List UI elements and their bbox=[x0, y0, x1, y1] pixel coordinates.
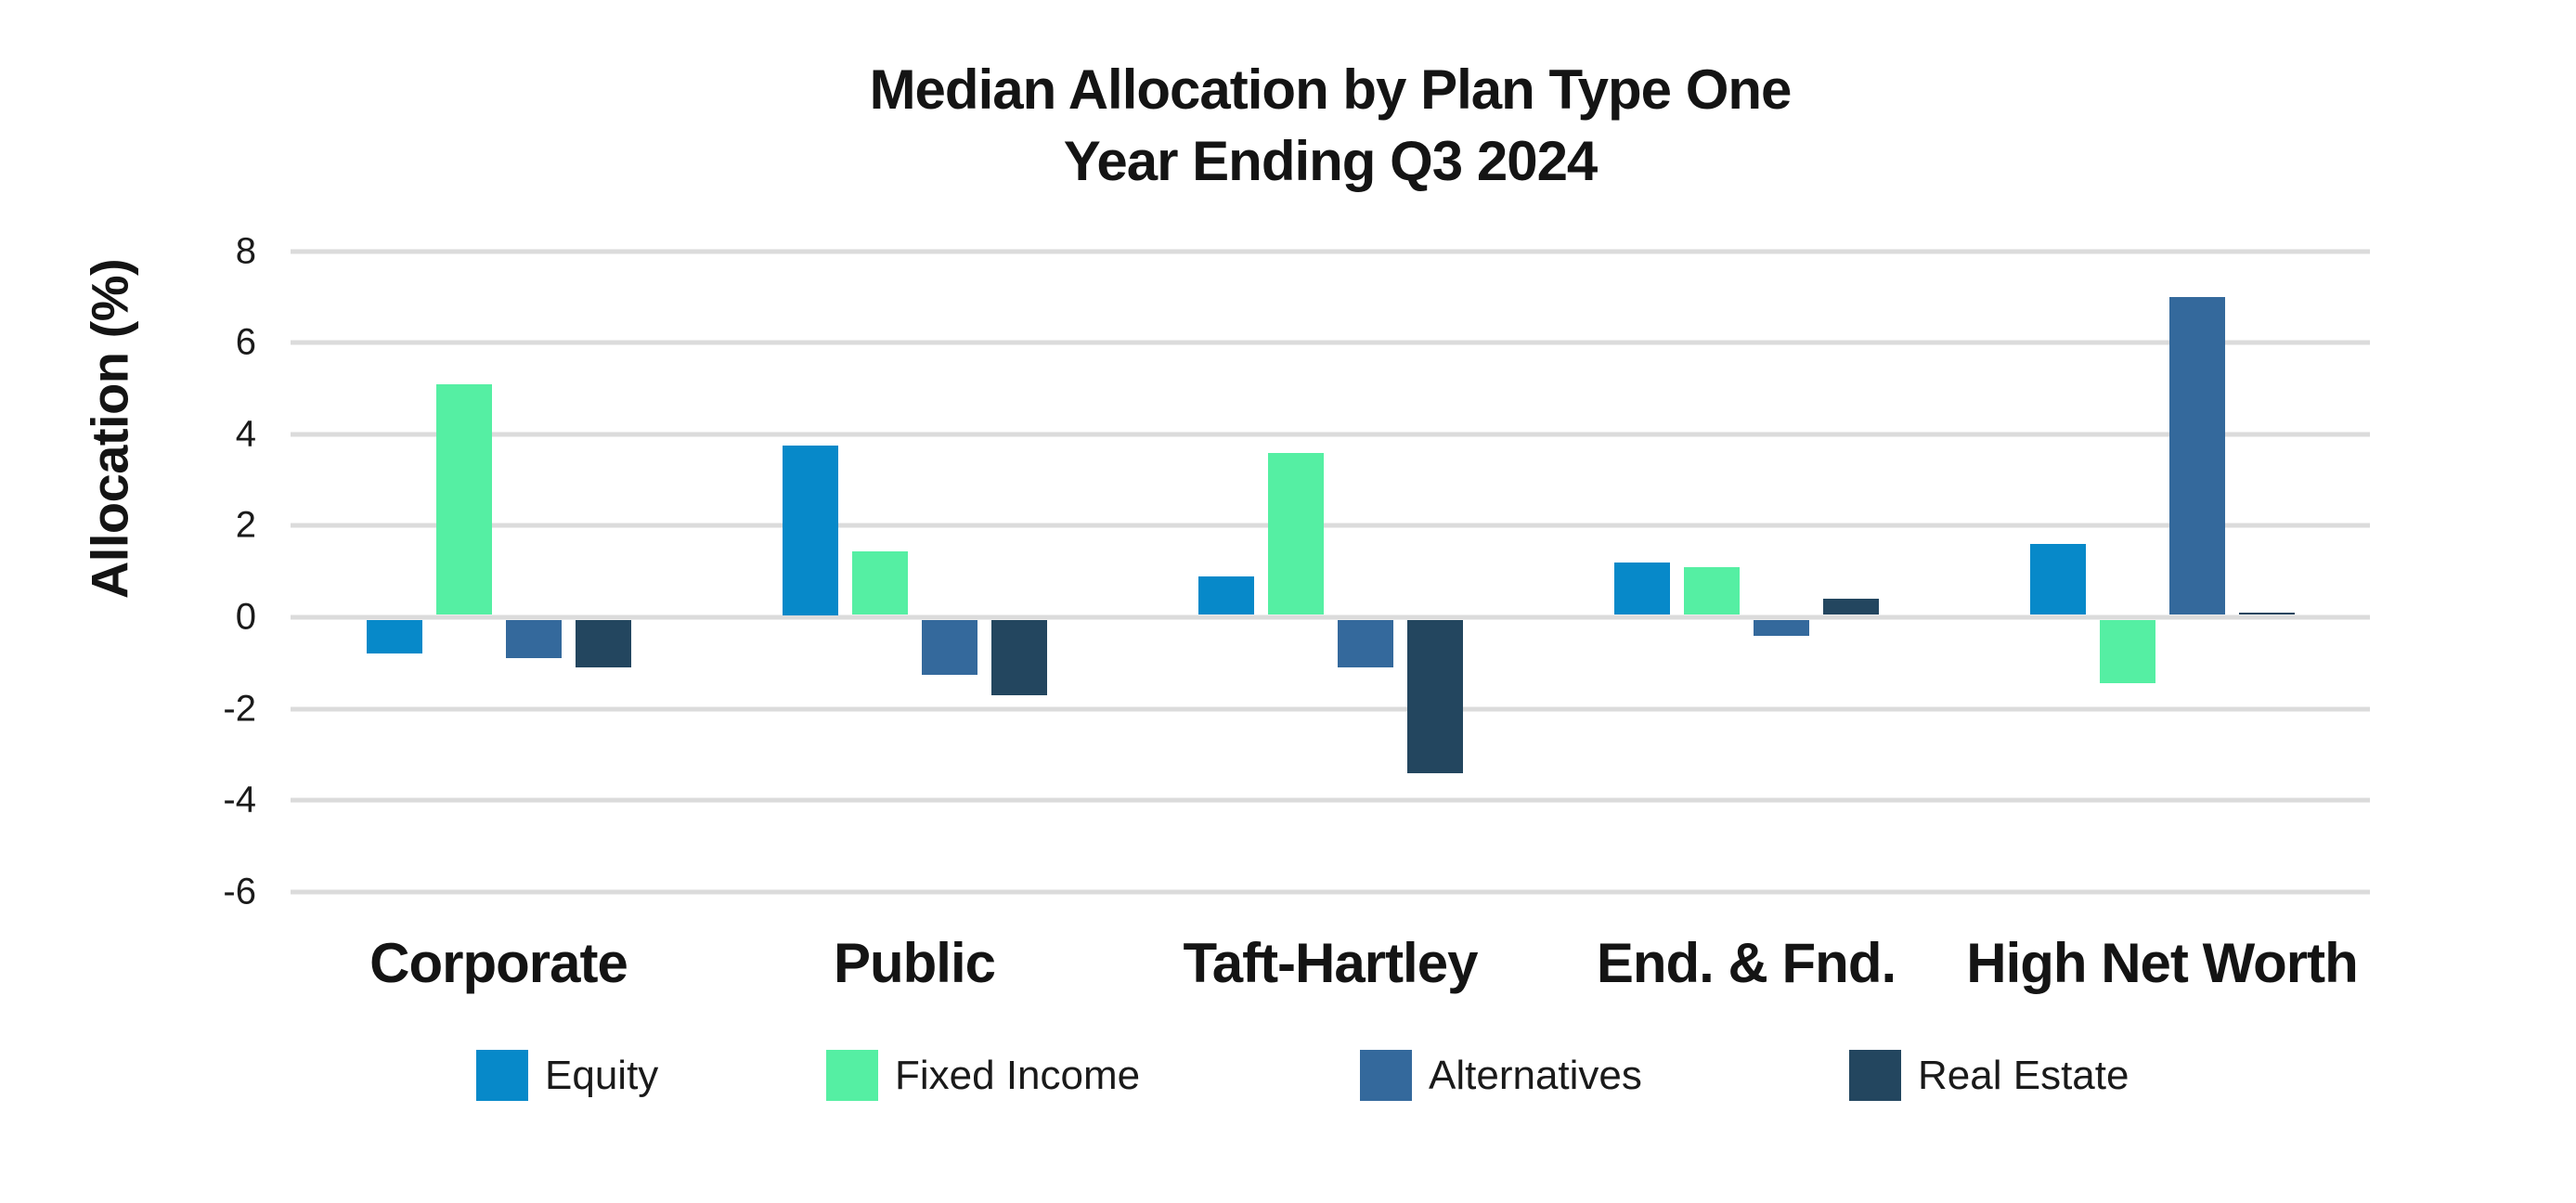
y-axis-ticks: 8 6 4 2 0 -2 -4 -6 bbox=[0, 0, 256, 1203]
legend-item-equity: Equity bbox=[476, 1050, 658, 1101]
legend-swatch-fixed-income bbox=[826, 1050, 878, 1101]
bar-equity-high-net-worth bbox=[2029, 544, 2086, 615]
bar-alternatives-end-fnd bbox=[1753, 619, 1809, 636]
y-tick-label-8: 8 bbox=[235, 230, 256, 272]
legend-label-fixed-income: Fixed Income bbox=[895, 1052, 1141, 1098]
legend: Equity Fixed Income Alternatives Real Estat… bbox=[0, 1050, 2576, 1106]
x-axis-labels: Corporate Public Taft-Hartley End. & Fnd. Hi… bbox=[291, 931, 2370, 1005]
plot-area bbox=[291, 0, 2370, 1021]
y-tick-label-0: 0 bbox=[235, 596, 256, 638]
x-axis-label-end-fnd: End. & Fnd. bbox=[1596, 932, 1896, 994]
bar-real-estate-corporate bbox=[575, 619, 631, 668]
bar-fixed-income-high-net-worth bbox=[2099, 619, 2155, 684]
bar-fixed-income-public bbox=[851, 550, 908, 615]
bar-equity-public bbox=[782, 446, 838, 615]
gridline-y--6 bbox=[291, 889, 2370, 895]
bar-real-estate-high-net-worth bbox=[2238, 613, 2295, 615]
legend-swatch-real-estate bbox=[1849, 1050, 1901, 1101]
x-axis-label-taft-hartley: Taft-Hartley bbox=[1183, 932, 1479, 994]
bar-alternatives-public bbox=[921, 619, 977, 675]
legend-swatch-equity bbox=[476, 1050, 528, 1101]
gridline-y-0 bbox=[291, 614, 2370, 620]
legend-label-equity: Equity bbox=[545, 1052, 659, 1098]
y-tick-label--4: -4 bbox=[223, 779, 256, 821]
y-tick-label-6: 6 bbox=[235, 321, 256, 363]
chart-title-line1: Median Allocation by Plan Type One bbox=[869, 58, 1793, 121]
legend-item-alternatives: Alternatives bbox=[1360, 1050, 1642, 1101]
bar-equity-taft-hartley bbox=[1197, 576, 1254, 615]
bar-alternatives-taft-hartley bbox=[1337, 619, 1393, 668]
bar-alternatives-corporate bbox=[505, 619, 562, 659]
y-tick-label-4: 4 bbox=[235, 413, 256, 455]
y-tick-label--2: -2 bbox=[223, 688, 256, 730]
x-axis-label-corporate: Corporate bbox=[369, 932, 628, 994]
y-tick-label-2: 2 bbox=[235, 504, 256, 546]
gridline-y-2 bbox=[291, 523, 2370, 528]
x-axis-label-public: Public bbox=[833, 932, 996, 994]
bar-real-estate-public bbox=[990, 619, 1047, 695]
bar-fixed-income-corporate bbox=[435, 383, 492, 615]
bar-fixed-income-taft-hartley bbox=[1267, 452, 1324, 615]
legend-item-fixed-income: Fixed Income bbox=[826, 1050, 1140, 1101]
bar-equity-end-fnd bbox=[1613, 562, 1670, 615]
legend-item-real-estate: Real Estate bbox=[1849, 1050, 2129, 1101]
gridline-y-6 bbox=[291, 340, 2370, 345]
bar-real-estate-end-fnd bbox=[1822, 599, 1879, 615]
x-axis-label-high-net-worth: High Net Worth bbox=[1966, 932, 2358, 994]
legend-swatch-alternatives bbox=[1360, 1050, 1412, 1101]
y-tick-label--6: -6 bbox=[223, 871, 256, 912]
gridline-y--4 bbox=[291, 797, 2370, 803]
bar-alternatives-high-net-worth bbox=[2168, 296, 2225, 615]
legend-label-real-estate: Real Estate bbox=[1918, 1052, 2129, 1098]
chart-title: Median Allocation by Plan Type One Year … bbox=[291, 54, 2370, 197]
legend-label-alternatives: Alternatives bbox=[1429, 1052, 1642, 1098]
chart-title-line2: Year Ending Q3 2024 bbox=[1063, 130, 1599, 192]
gridline-y--2 bbox=[291, 706, 2370, 712]
gridline-y-4 bbox=[291, 432, 2370, 437]
bar-real-estate-taft-hartley bbox=[1406, 619, 1463, 773]
gridline-y-8 bbox=[291, 249, 2370, 254]
bar-fixed-income-end-fnd bbox=[1683, 566, 1740, 615]
bar-equity-corporate bbox=[366, 619, 422, 654]
